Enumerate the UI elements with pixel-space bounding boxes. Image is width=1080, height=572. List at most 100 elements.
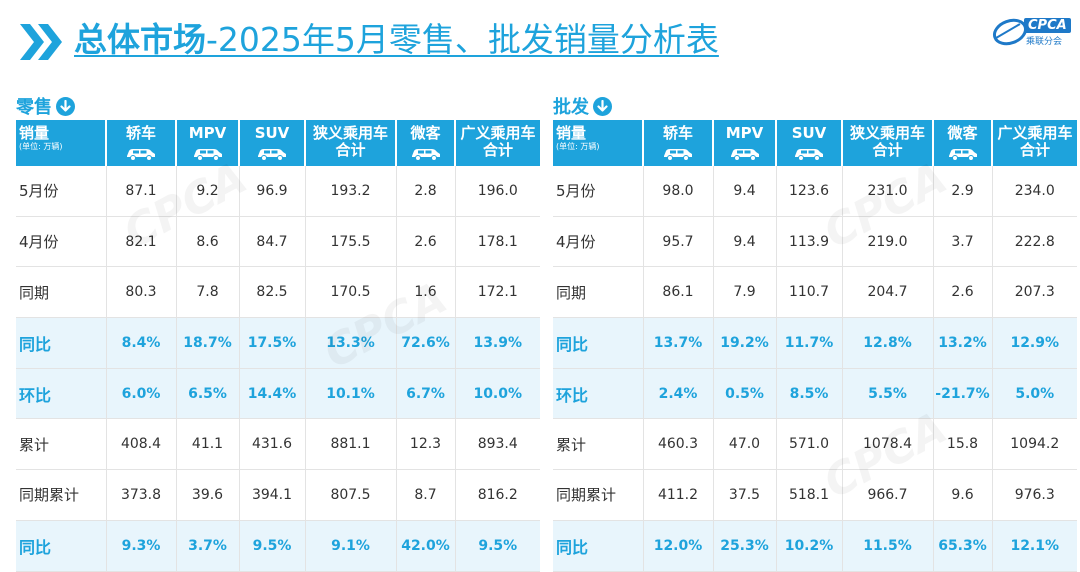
table-cell: -21.7% xyxy=(933,368,993,420)
retail-section: 零售 销量 (单位: 万辆) 轿车 MPV SUV 狭义乘用车 合计 微客 广义乘用车 合计 5月… xyxy=(16,92,540,572)
row-label: 同比 xyxy=(16,317,107,369)
table-row: 累计 408.4 41.1 431.6 881.1 12.3 893.4 xyxy=(16,418,540,471)
column-header-text: 合计 xyxy=(335,141,366,159)
table-cell: 234.0 xyxy=(992,166,1077,217)
table-row: 同期 80.3 7.8 82.5 170.5 1.6 172.1 xyxy=(16,266,540,319)
header-label: 销量 xyxy=(19,124,50,142)
table-cell: 1078.4 xyxy=(842,418,934,471)
table-cell: 37.5 xyxy=(713,469,777,521)
column-header: 轿车 xyxy=(643,120,714,166)
table-cell: 2.8 xyxy=(396,166,456,217)
table-cell: 193.2 xyxy=(305,166,397,217)
row-label: 同期 xyxy=(16,266,107,319)
table-cell: 966.7 xyxy=(842,469,934,521)
table-cell: 207.3 xyxy=(992,266,1077,319)
table-cell: 219.0 xyxy=(842,216,934,268)
table-cell: 5.5% xyxy=(842,368,934,420)
table-cell: 7.9 xyxy=(713,266,777,319)
retail-table: 销量 (单位: 万辆) 轿车 MPV SUV 狭义乘用车 合计 微客 广义乘用车 合计 5月份 87… xyxy=(16,120,540,572)
table-row: 累计 460.3 47.0 571.0 1078.4 15.8 1094.2 xyxy=(553,418,1077,471)
retail-title: 零售 xyxy=(16,92,540,120)
table-cell: 10.1% xyxy=(305,368,397,420)
table-cell: 12.8% xyxy=(842,317,934,369)
wholesale-title-text: 批发 xyxy=(553,97,589,118)
table-cell: 9.5% xyxy=(239,520,306,572)
logo-subtext: 乘联分会 xyxy=(1026,37,1063,47)
table-cell: 10.0% xyxy=(455,368,540,420)
header-label: 销量 xyxy=(556,124,587,142)
column-header-text: 合计 xyxy=(1019,141,1050,159)
table-cell: 976.3 xyxy=(992,469,1077,521)
table-cell: 11.7% xyxy=(776,317,843,369)
table-cell: 8.4% xyxy=(106,317,177,369)
table-cell: 13.2% xyxy=(933,317,993,369)
table-cell: 411.2 xyxy=(643,469,714,521)
table-row: 5月份 87.1 9.2 96.9 193.2 2.8 196.0 xyxy=(16,166,540,217)
table-cell: 65.3% xyxy=(933,520,993,572)
table-cell: 8.5% xyxy=(776,368,843,420)
row-label: 同比 xyxy=(553,317,644,369)
down-arrow-circle-icon xyxy=(593,96,612,116)
row-label: 同期累计 xyxy=(16,469,107,521)
column-header: MPV xyxy=(713,120,777,166)
wholesale-section: 批发 销量 (单位: 万辆) 轿车 MPV SUV 狭义乘用车 合计 微客 广义乘用车 合计 5月… xyxy=(553,92,1077,572)
column-header-text: SUV xyxy=(254,124,290,142)
row-label: 环比 xyxy=(16,368,107,420)
column-header-text: 微客 xyxy=(410,124,441,142)
page-title: 总体市场-2025年5月零售、批发销量分析表 xyxy=(74,18,719,62)
column-header-text: MPV xyxy=(725,124,764,142)
column-header: SUV xyxy=(776,120,843,166)
table-cell: 231.0 xyxy=(842,166,934,217)
table-cell: 2.4% xyxy=(643,368,714,420)
table-cell: 1094.2 xyxy=(992,418,1077,471)
table-cell: 172.1 xyxy=(455,266,540,319)
logo-text: CPCA xyxy=(1024,18,1071,33)
table-cell: 170.5 xyxy=(305,266,397,319)
table-cell: 6.0% xyxy=(106,368,177,420)
column-header: SUV xyxy=(239,120,306,166)
column-header-text: 狭义乘用车 xyxy=(312,124,388,142)
wholesale-title: 批发 xyxy=(553,92,1077,120)
table-row: 同比 13.7% 19.2% 11.7% 12.8% 13.2% 12.9% xyxy=(553,317,1077,369)
table-cell: 881.1 xyxy=(305,418,397,471)
table-cell: 9.5% xyxy=(455,520,540,572)
table-cell: 8.7 xyxy=(396,469,456,521)
row-label: 同比 xyxy=(553,520,644,572)
car-icon xyxy=(664,149,692,161)
row-label: 累计 xyxy=(16,418,107,471)
row-label: 5月份 xyxy=(16,166,107,217)
wholesale-table: 销量 (单位: 万辆) 轿车 MPV SUV 狭义乘用车 合计 微客 广义乘用车 合计 5月份 98… xyxy=(553,120,1077,572)
table-cell: 11.5% xyxy=(842,520,934,572)
column-header: 轿车 xyxy=(106,120,177,166)
table-row: 同期 86.1 7.9 110.7 204.7 2.6 207.3 xyxy=(553,266,1077,319)
table-cell: 25.3% xyxy=(713,520,777,572)
table-cell: 123.6 xyxy=(776,166,843,217)
table-cell: 9.2 xyxy=(176,166,240,217)
table-cell: 13.7% xyxy=(643,317,714,369)
table-cell: 0.5% xyxy=(713,368,777,420)
car-icon xyxy=(411,149,440,161)
table-cell: 14.4% xyxy=(239,368,306,420)
table-cell: 18.7% xyxy=(176,317,240,369)
table-cell: 373.8 xyxy=(106,469,177,521)
table-row: 4月份 95.7 9.4 113.9 219.0 3.7 222.8 xyxy=(553,216,1077,268)
table-cell: 9.1% xyxy=(305,520,397,572)
row-label: 4月份 xyxy=(16,216,107,268)
column-header-text: 合计 xyxy=(872,141,903,159)
table-cell: 571.0 xyxy=(776,418,843,471)
car-icon xyxy=(948,149,977,161)
table-cell: 12.9% xyxy=(992,317,1077,369)
table-cell: 222.8 xyxy=(992,216,1077,268)
table-cell: 12.1% xyxy=(992,520,1077,572)
column-header: 狭义乘用车 合计 xyxy=(305,120,397,166)
table-row: 环比 6.0% 6.5% 14.4% 10.1% 6.7% 10.0% xyxy=(16,368,540,420)
header-label-cell: 销量 (单位: 万辆) xyxy=(16,120,107,166)
table-cell: 6.7% xyxy=(396,368,456,420)
table-cell: 15.8 xyxy=(933,418,993,471)
column-header-text: 狭义乘用车 xyxy=(849,124,925,142)
column-header: 微客 xyxy=(933,120,993,166)
table-row: 同期累计 411.2 37.5 518.1 966.7 9.6 976.3 xyxy=(553,469,1077,521)
table-cell: 86.1 xyxy=(643,266,714,319)
header-unit: (单位: 万辆) xyxy=(19,142,63,151)
car-icon xyxy=(730,149,759,161)
